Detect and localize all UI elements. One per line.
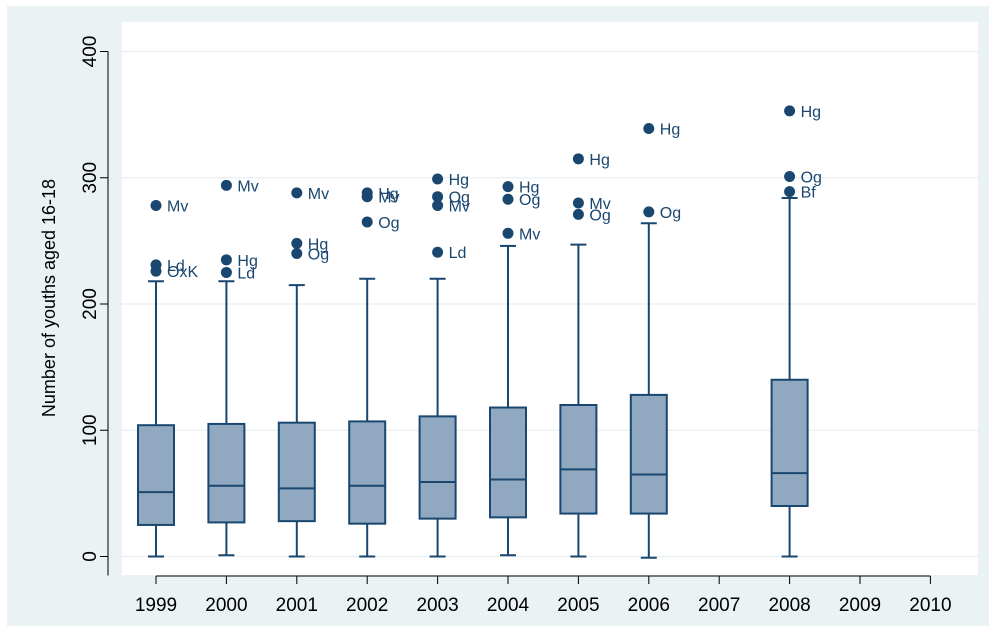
outlier-point [572,208,584,220]
x-tick-label: 2004 [487,595,530,616]
outlier-point [502,227,514,239]
x-tick-label: 2003 [416,595,458,616]
x-tick-label: 2007 [698,595,740,616]
outlier-label: Og [378,215,399,232]
iqr-box [559,404,598,515]
grid-layer [122,50,978,558]
outlier-label: Mv [378,190,399,207]
outlier-point [502,181,514,193]
outlier-point [150,265,162,277]
outlier-label: Ld [449,245,467,262]
outlier-point [220,266,232,278]
y-tick-label: 100 [80,414,101,446]
outlier-label: Hg [660,122,680,139]
x-tick-label: 2002 [346,595,388,616]
outlier-point [291,248,303,259]
outlier-point [432,173,444,185]
outlier-point [291,187,303,199]
outlier-point [643,123,655,135]
x-tick-label: 1999 [135,595,177,616]
outlier-point [432,191,444,203]
outlier-label: Og [308,247,329,264]
outlier-label: Hg [449,172,469,189]
outlier-point [432,200,444,212]
outlier-point [784,170,796,182]
iqr-box [137,424,175,526]
iqr-box [629,393,668,515]
outlier-point [572,153,584,165]
box-layer: MvLdOxKMvHgLdMvHgOgHgMvOgHgOgMvLdHgOgMvH… [137,104,822,559]
outlier-point [643,206,655,218]
outlier-point [784,186,796,198]
outlier-point [361,216,373,228]
outlier-label: Mv [167,199,188,216]
outlier-label: Mv [237,178,258,195]
y-tick-label: 300 [80,162,101,194]
x-tick-label: 2006 [628,595,670,616]
iqr-box [489,406,527,519]
iqr-box [207,422,246,524]
outlier-label: OxK [167,264,198,281]
y-tick-label: 400 [80,36,101,68]
outlier-point [150,200,162,212]
outlier-point [784,105,796,117]
outlier-label: Og [801,169,822,186]
outlier-label: Hg [237,253,257,270]
outlier-point [220,254,232,266]
outlier-label: Mv [308,186,329,203]
outlier-point [220,179,232,191]
outlier-label: Hg [308,236,328,253]
outlier-label: Og [660,205,681,222]
outlier-point [502,193,514,205]
outlier-point [291,237,303,249]
outlier-label: Mv [519,226,540,243]
x-tick-label: 2010 [909,595,951,616]
box-group: Hg Og [629,122,681,559]
outlier-label: Og [449,190,470,207]
outlier-label: Og [519,192,540,209]
outlier-label: Hg [519,180,539,197]
outlier-label: Hg [589,152,609,169]
outlier-label: Ld [167,258,185,275]
outlier-label: Bf [801,185,817,202]
outlier-label: Mv [449,199,470,216]
x-tick-label: 2009 [839,595,881,616]
y-tick-label: 200 [80,288,101,320]
outlier-label: Mv [589,196,610,213]
plot-panel [122,22,978,575]
x-tick-label: 2005 [557,595,599,616]
outlier-point [432,246,444,258]
outlier-label: Ld [237,265,255,282]
outlier-label: Hg [801,104,821,121]
x-tick-label: 2008 [768,595,810,616]
outlier-label: Hg [378,186,398,203]
outlier-point [572,197,584,209]
outlier-point [361,191,373,203]
y-axis-title: Number of youths aged 16-18 [39,179,59,417]
iqr-box [770,378,809,507]
x-tick-label: 2001 [276,595,318,616]
iqr-box [277,421,316,523]
axis-layer: 0 100 200 300 400 1999 2000 2001 2002 2003 2004 200… [80,36,952,616]
outlier-label: Og [589,207,610,224]
iqr-box [418,415,457,520]
x-tick-label: 2000 [205,595,247,616]
y-tick-label: 0 [80,551,101,562]
iqr-box [348,420,387,525]
